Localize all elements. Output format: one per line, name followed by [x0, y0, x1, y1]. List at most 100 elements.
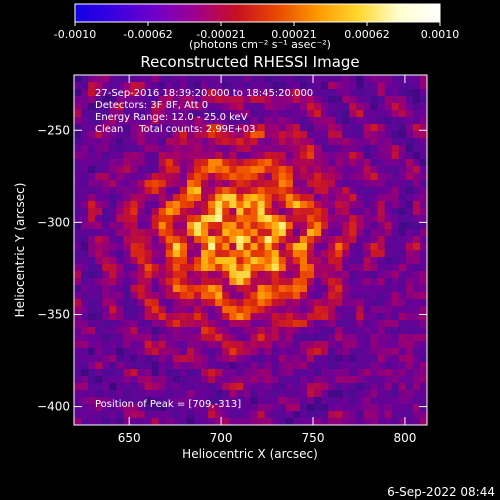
- heatmap-cell: [95, 201, 103, 209]
- heatmap-cell: [264, 180, 273, 188]
- heatmap-cell: [88, 285, 96, 293]
- heatmap-cell: [405, 138, 414, 146]
- heatmap-cell: [201, 250, 209, 258]
- heatmap-cell: [250, 348, 259, 356]
- heatmap-cell: [74, 320, 82, 328]
- heatmap-cell: [165, 418, 174, 425]
- heatmap-cell: [95, 348, 103, 356]
- heatmap-cell: [356, 383, 365, 391]
- heatmap-cell: [250, 96, 259, 104]
- heatmap-cell: [321, 180, 329, 188]
- heatmap-cell: [384, 369, 393, 377]
- heatmap-cell: [81, 131, 89, 139]
- heatmap-cell: [179, 411, 188, 419]
- heatmap-cell: [405, 82, 414, 90]
- heatmap-cell: [306, 404, 315, 412]
- heatmap-cell: [130, 355, 139, 363]
- heatmap-cell: [257, 89, 266, 97]
- heatmap-cell: [236, 82, 245, 90]
- heatmap-cell: [356, 250, 365, 258]
- heatmap-cell: [405, 173, 414, 181]
- heatmap-cell: [328, 292, 336, 300]
- heatmap-cell: [412, 110, 421, 118]
- heatmap-cell: [370, 341, 379, 349]
- heatmap-cell: [391, 194, 400, 202]
- heatmap-cell: [102, 208, 110, 216]
- heatmap-cell: [398, 243, 407, 251]
- heatmap-cell: [137, 159, 146, 167]
- heatmap-cell: [194, 299, 202, 307]
- heatmap-cell: [81, 320, 89, 328]
- heatmap-cell: [102, 292, 110, 300]
- heatmap-cell: [335, 390, 343, 398]
- heatmap-cell: [158, 348, 167, 356]
- heatmap-cell: [412, 89, 421, 97]
- heatmap-cell: [391, 348, 400, 356]
- heatmap-cell: [208, 390, 216, 398]
- heatmap-cell: [137, 187, 146, 195]
- heatmap-cell: [186, 369, 195, 377]
- colorbar-tick-label: 0.00062: [344, 28, 390, 41]
- heatmap-cell: [292, 348, 301, 356]
- heatmap-cell: [285, 152, 294, 160]
- heatmap-cell: [314, 292, 322, 300]
- heatmap-cell: [186, 208, 195, 216]
- heatmap-cell: [130, 292, 139, 300]
- heatmap-cell: [243, 89, 252, 97]
- heatmap-cell: [314, 418, 322, 425]
- heatmap-cell: [123, 159, 132, 167]
- heatmap-cell: [356, 299, 365, 307]
- heatmap-cell: [264, 166, 273, 174]
- heatmap-cell: [314, 397, 322, 405]
- heatmap-cell: [356, 124, 365, 132]
- heatmap-cell: [116, 222, 125, 230]
- heatmap-cell: [264, 138, 273, 146]
- heatmap-cell: [179, 278, 188, 286]
- heatmap-cell: [208, 117, 216, 125]
- heatmap-cell: [370, 194, 379, 202]
- heatmap-cell: [405, 215, 414, 223]
- heatmap-cell: [88, 103, 96, 111]
- heatmap-cell: [229, 271, 237, 279]
- heatmap-cell: [102, 187, 110, 195]
- heatmap-cell: [194, 159, 202, 167]
- heatmap-cell: [194, 320, 202, 328]
- heatmap-cell: [292, 173, 301, 181]
- heatmap-cell: [74, 131, 82, 139]
- heatmap-cell: [74, 257, 82, 265]
- heatmap-cell: [349, 243, 357, 251]
- heatmap-cell: [194, 194, 202, 202]
- heatmap-cell: [285, 369, 294, 377]
- heatmap-cell: [215, 173, 223, 181]
- heatmap-cell: [236, 110, 245, 118]
- heatmap-cell: [419, 159, 427, 167]
- heatmap-cell: [165, 411, 174, 419]
- heatmap-cell: [130, 369, 139, 377]
- heatmap-cell: [250, 243, 259, 251]
- heatmap-cell: [186, 75, 195, 83]
- heatmap-cell: [356, 173, 365, 181]
- heatmap-cell: [88, 411, 96, 419]
- heatmap-cell: [215, 82, 223, 90]
- heatmap-cell: [81, 250, 89, 258]
- heatmap-cell: [363, 243, 372, 251]
- heatmap-cell: [321, 355, 329, 363]
- heatmap-cell: [257, 334, 266, 342]
- heatmap-cell: [165, 215, 174, 223]
- heatmap-cell: [137, 334, 146, 342]
- heatmap-cell: [384, 341, 393, 349]
- heatmap-cell: [95, 404, 103, 412]
- heatmap-cell: [222, 187, 230, 195]
- heatmap-cell: [137, 348, 146, 356]
- heatmap-cell: [208, 201, 216, 209]
- heatmap-cell: [243, 397, 252, 405]
- heatmap-cell: [250, 201, 259, 209]
- heatmap-cell: [236, 152, 245, 160]
- heatmap-cell: [370, 376, 379, 384]
- heatmap-cell: [172, 257, 181, 265]
- heatmap-cell: [116, 180, 125, 188]
- heatmap-cell: [109, 397, 117, 405]
- heatmap-cell: [236, 208, 245, 216]
- heatmap-cell: [229, 229, 237, 237]
- heatmap-cell: [292, 341, 301, 349]
